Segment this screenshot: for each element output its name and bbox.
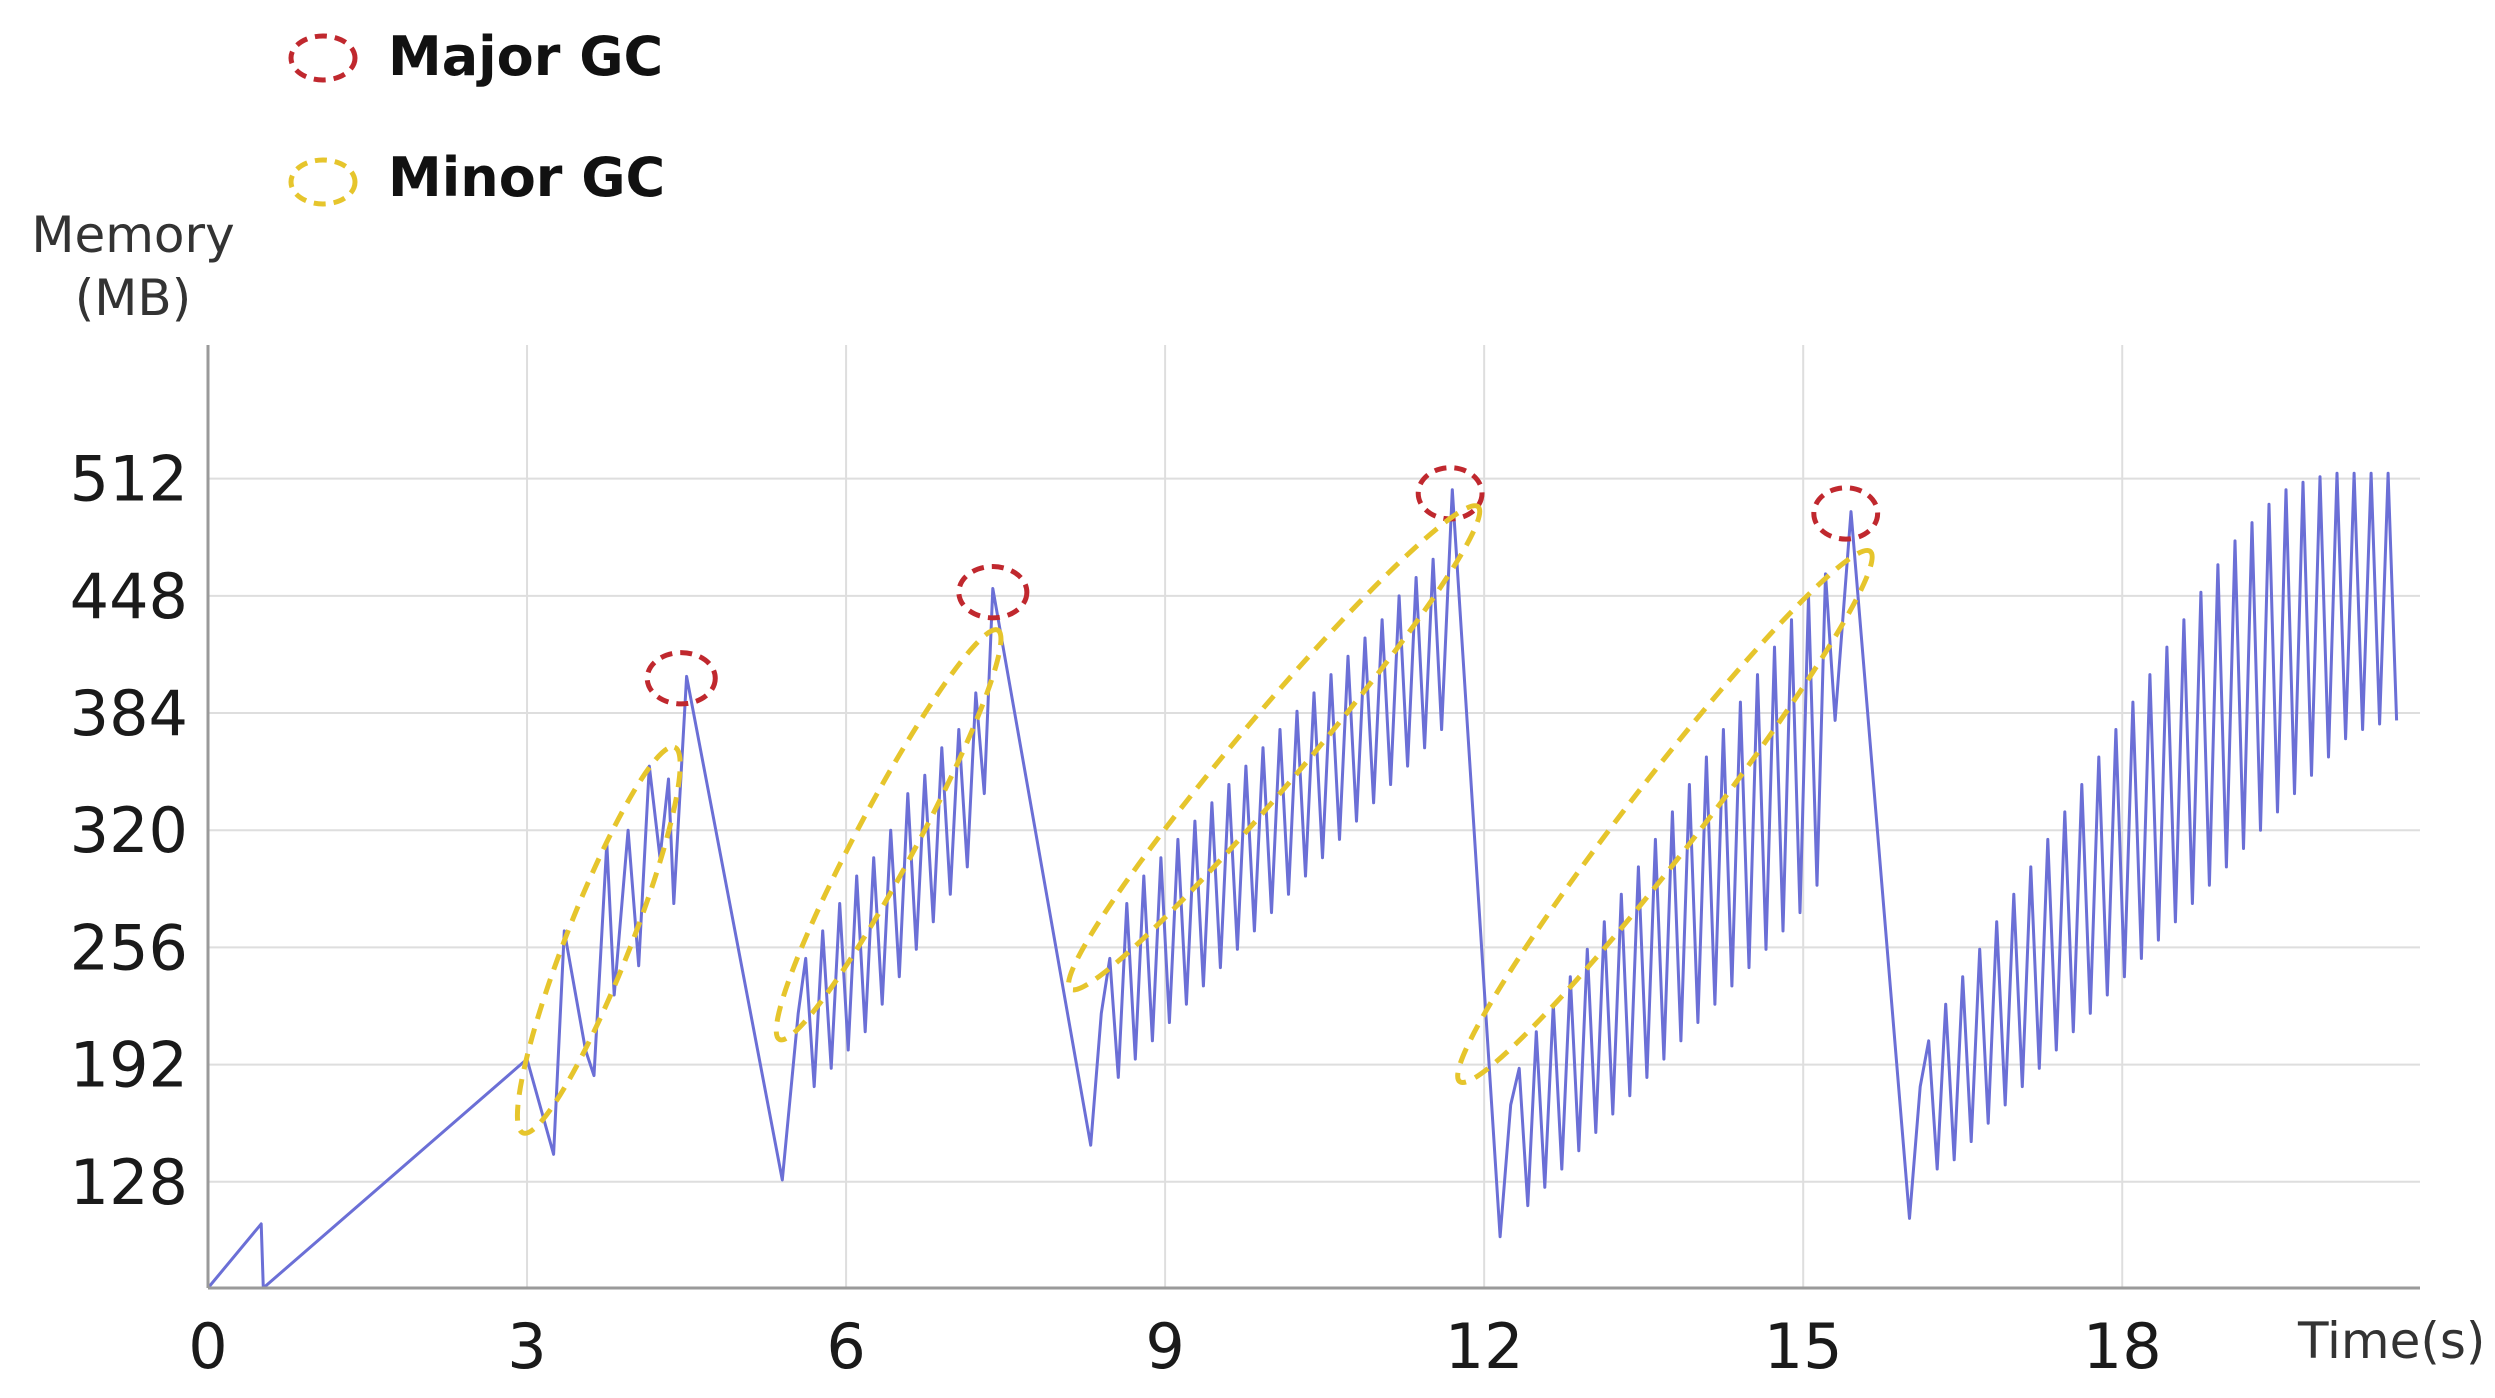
minor-gc-marker-7 [1455,547,1875,1085]
x-tick-label-15: 15 [1764,1310,1843,1383]
y-tick-label-512: 512 [70,443,188,516]
major-gc-legend-marker [288,33,358,83]
major-gc-marker-3 [1811,485,1881,542]
minor-gc-marker-6 [1066,503,1483,993]
y-tick-labels: 128 192 256 320 384 448 512 [70,443,188,1219]
y-tick-label-128: 128 [70,1146,188,1219]
x-tick-label-3: 3 [507,1310,546,1383]
x-tick-labels: 0 3 6 9 12 15 18 [188,1310,2161,1383]
x-tick-label-12: 12 [1445,1310,1524,1383]
legend-item-major-gc: Major GC [288,25,663,88]
y-tick-label-256: 256 [70,911,188,984]
y-axis-title-line-2: (MB) [75,269,191,327]
gc-annotations [514,465,1881,1136]
legend-label-major-gc: Major GC [388,25,663,88]
y-tick-label-384: 384 [70,677,188,750]
x-tick-label-6: 6 [826,1310,865,1383]
legend-item-minor-gc: Minor GC [288,146,665,209]
x-tick-label-18: 18 [2083,1310,2162,1383]
y-axis-title-line-1: Memory [31,206,234,264]
y-tick-label-320: 320 [70,794,188,867]
major-gc-marker-0 [644,650,718,707]
grid [208,345,2420,1288]
major-gc-marker-1 [956,564,1030,621]
minor-gc-legend-marker [288,157,358,207]
x-tick-label-9: 9 [1145,1310,1184,1383]
y-tick-label-192: 192 [70,1029,188,1102]
legend: Major GC Minor GC [288,25,665,209]
x-axis-title: Time(s) [2297,1312,2485,1370]
y-tick-label-448: 448 [70,560,188,633]
x-tick-label-0: 0 [188,1310,227,1383]
minor-gc-marker-4 [514,744,683,1136]
minor-gc-marker-5 [773,627,1004,1043]
legend-label-minor-gc: Minor GC [388,146,665,209]
